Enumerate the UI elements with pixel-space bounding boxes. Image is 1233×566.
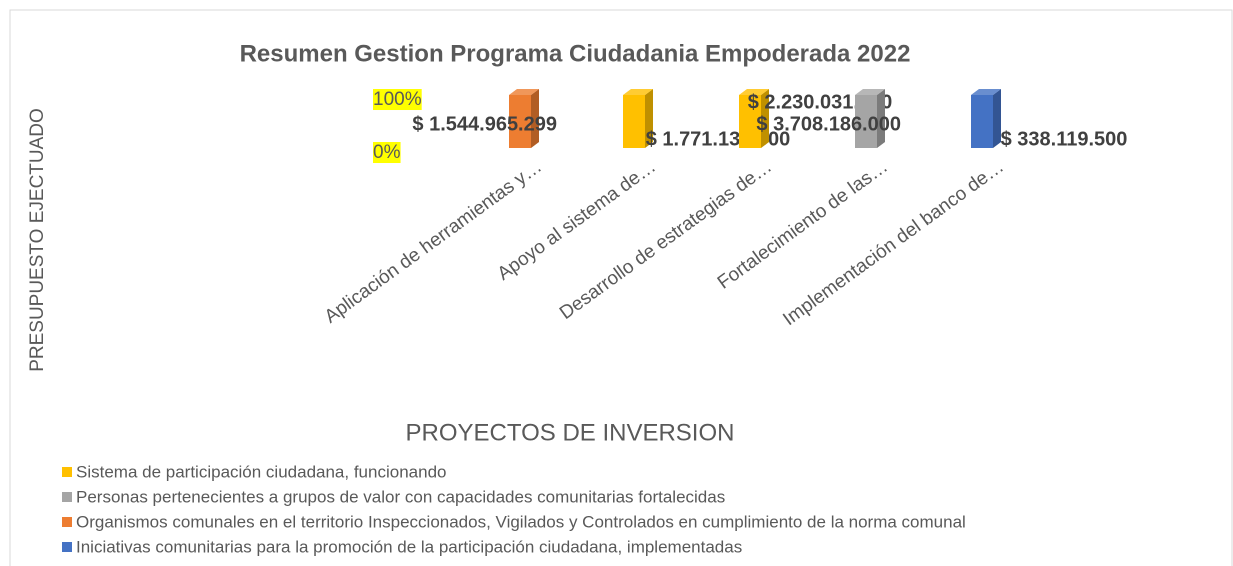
bar-side-shade	[761, 89, 769, 148]
chart-title: Resumen Gestion Programa Ciudadania Empo…	[240, 40, 911, 67]
bar-top-shade	[509, 89, 539, 95]
bar-side-shade	[645, 89, 653, 148]
bar	[623, 89, 653, 148]
bar-side	[877, 89, 885, 148]
bar-front	[623, 95, 645, 148]
legend-swatch	[62, 517, 72, 527]
data-label: $ 1.544.965.299	[412, 113, 557, 135]
bar-top-shade	[855, 89, 885, 95]
y-tick-label: 0%	[373, 142, 401, 163]
bar-side-shade	[531, 89, 539, 148]
bar-side	[645, 89, 653, 148]
data-label: $ 3.708.186.000	[756, 113, 901, 135]
y-tick: 100%	[373, 89, 422, 111]
data-label: $ 338.119.500	[1001, 128, 1128, 150]
legend-swatch	[62, 542, 72, 552]
legend-label: Sistema de participación ciudadana, func…	[76, 462, 446, 481]
y-tick: 0%	[373, 142, 401, 164]
bar-side	[761, 89, 769, 148]
bar-top-shade	[971, 89, 1001, 95]
bar	[855, 89, 885, 148]
bar-top	[509, 89, 539, 95]
bar-front	[855, 95, 877, 148]
bar-top	[971, 89, 1001, 95]
legend-label: Organismos comunales en el territorio In…	[76, 512, 966, 531]
tick-highlight	[373, 89, 422, 111]
bar-top	[739, 89, 769, 95]
legend-swatch	[62, 467, 72, 477]
bar-front	[509, 95, 531, 148]
bar-top-shade	[623, 89, 653, 95]
chart-frame	[9, 9, 1233, 566]
bar	[509, 89, 539, 148]
bar-front	[971, 95, 993, 148]
bar-side-shade	[993, 89, 1001, 148]
y-axis-label: PRESUPUESTO EJECTUADO	[27, 108, 48, 372]
bar-top	[623, 89, 653, 95]
tick-highlight	[373, 142, 401, 164]
y-tick-label: 100%	[373, 89, 422, 110]
legend-swatch	[62, 492, 72, 502]
bar-side	[993, 89, 1001, 148]
bar-side	[531, 89, 539, 148]
bar-top-shade	[739, 89, 769, 95]
bar	[739, 89, 769, 148]
x-axis-label: PROYECTOS DE INVERSION	[406, 419, 735, 446]
bar-top	[855, 89, 885, 95]
legend-label: Iniciativas comunitarias para la promoci…	[76, 537, 742, 556]
bar-front	[739, 95, 761, 148]
legend-label: Personas pertenecientes a grupos de valo…	[76, 487, 725, 506]
bar	[971, 89, 1001, 148]
bar-side-shade	[877, 89, 885, 148]
